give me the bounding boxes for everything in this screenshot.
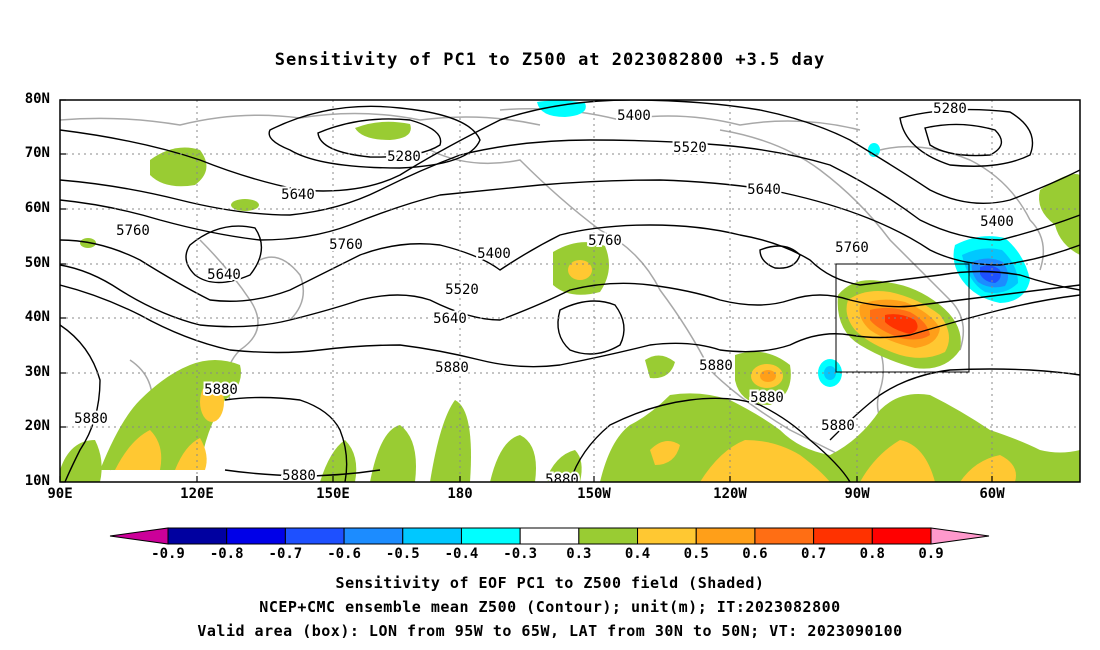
colorbar-tick: -0.7 (268, 546, 303, 562)
y-tick: 80N (24, 91, 50, 107)
colorbar-box (695, 527, 756, 545)
y-tick: 60N (24, 200, 50, 216)
colorbar-low-arrow (109, 527, 169, 545)
caption-line-2: NCEP+CMC ensemble mean Z500 (Contour); u… (259, 598, 841, 616)
x-tick: 150W (577, 486, 611, 502)
contour-label: 5520 (673, 140, 707, 156)
shading-positive (60, 121, 1080, 482)
x-tick: 90E (47, 486, 73, 502)
grid-lines (60, 100, 1080, 482)
contour-label: 5880 (545, 472, 579, 488)
colorbar-tick: 0.7 (800, 546, 827, 562)
contour-label: 5880 (74, 411, 108, 427)
caption-line-3: Valid area (box): LON from 95W to 65W, L… (197, 622, 903, 640)
colorbar-tick: 0.8 (859, 546, 885, 562)
colorbar-high-arrow (930, 527, 990, 545)
colorbar-box (284, 527, 345, 545)
contour-label: 5760 (116, 223, 150, 239)
y-tick: 40N (24, 309, 50, 325)
x-tick: 120E (180, 486, 214, 502)
caption-line-1: Sensitivity of EOF PC1 to Z500 field (Sh… (335, 574, 765, 592)
x-tick: 90W (844, 486, 870, 502)
contour-label: 5400 (980, 214, 1014, 230)
colorbar-tick: 0.4 (624, 546, 651, 562)
y-tick: 70N (24, 145, 50, 161)
colorbar-box (402, 527, 462, 545)
contour-label: 5880 (750, 390, 784, 406)
contour-label: 5400 (617, 108, 651, 124)
contour-label: 5880 (282, 468, 316, 484)
contour-label: 5640 (207, 267, 241, 283)
colorbar-box (637, 527, 697, 545)
contour-label: 5760 (835, 240, 869, 256)
colorbar-box (167, 527, 228, 545)
colorbar-tick: -0.5 (385, 546, 420, 562)
contour-label: 5880 (435, 360, 469, 376)
contour-label: 5760 (588, 233, 622, 249)
colorbar-box (519, 527, 580, 545)
x-tick: 180 (447, 486, 473, 502)
colorbar-box (343, 527, 404, 545)
contour-label: 5400 (477, 246, 511, 262)
colorbar-box (226, 527, 286, 545)
colorbar-tick: -0.3 (503, 546, 537, 562)
plot-frame (59, 99, 1081, 483)
axis-ticks (59, 99, 993, 483)
contour-label: 5520 (445, 282, 479, 298)
contour-label: 5640 (747, 182, 781, 198)
colorbar-tick: 0.3 (566, 546, 592, 562)
colorbar (109, 527, 990, 545)
contour-label: 5640 (433, 311, 467, 327)
colorbar-box (754, 527, 815, 545)
colorbar-tick: -0.6 (327, 546, 361, 562)
contour-label: 5280 (933, 101, 967, 117)
x-tick: 60W (979, 486, 1005, 502)
y-tick: 30N (24, 364, 50, 380)
y-tick: 10N (24, 473, 50, 489)
contour-label: 5280 (387, 149, 421, 165)
colorbar-tick: -0.9 (151, 546, 185, 562)
contour-label: 5880 (204, 382, 238, 398)
x-tick: 120W (713, 486, 747, 502)
colorbar-tick: -0.8 (209, 546, 244, 562)
colorbar-box (578, 527, 639, 545)
colorbar-tick: 0.9 (918, 546, 944, 562)
x-tick: 150E (316, 486, 350, 502)
coastlines (60, 108, 1045, 471)
y-tick: 50N (24, 255, 50, 271)
valid-area-box (835, 263, 970, 373)
y-tick: 20N (24, 418, 50, 434)
contour-labels: 5400 5280 5520 5640 5280 5400 5760 5640 … (72, 100, 1016, 488)
contour-label: 5640 (281, 187, 315, 203)
colorbar-box (813, 527, 873, 545)
contour-label: 5880 (699, 358, 733, 374)
colorbar-tick: 0.5 (683, 546, 709, 562)
colorbar-tick: 0.6 (742, 546, 768, 562)
colorbar-box (460, 527, 521, 545)
contour-label: 5760 (329, 237, 363, 253)
map-title: Sensitivity of PC1 to Z500 at 2023082800… (274, 50, 826, 70)
colorbar-box (871, 527, 932, 545)
colorbar-tick: -0.4 (444, 546, 479, 562)
contour-label: 5880 (821, 418, 855, 434)
